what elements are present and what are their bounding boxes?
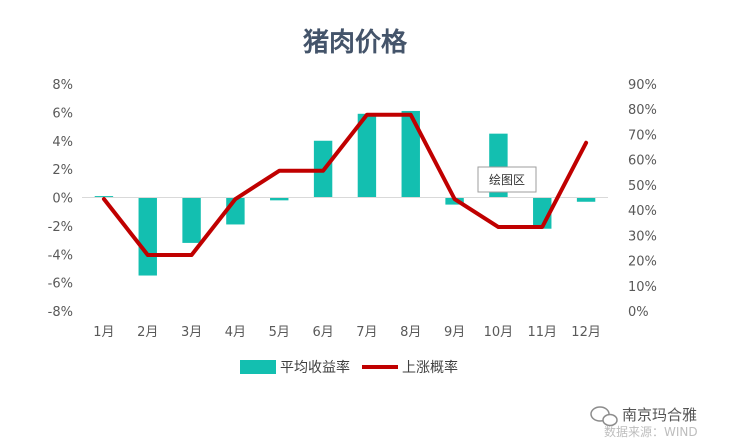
series-line bbox=[101, 112, 589, 258]
bar-series bbox=[94, 110, 596, 276]
tooltip-box bbox=[477, 166, 537, 193]
bar bbox=[182, 197, 201, 243]
left-tick-label: -6% bbox=[48, 277, 73, 292]
line-series bbox=[101, 112, 589, 258]
x-axis: 1月 2月 3月 4月 5月 6月 7月 8月 9月 10月 11月 12月 bbox=[93, 325, 601, 340]
right-tick-label: 80% bbox=[628, 103, 657, 118]
right-tick-label: 10% bbox=[628, 280, 657, 295]
left-tick-label: 8% bbox=[52, 78, 73, 93]
legend-swatch-bar bbox=[240, 360, 276, 374]
left-tick-label: -2% bbox=[48, 220, 73, 235]
legend: 平均收益率 上涨概率 bbox=[240, 359, 458, 376]
right-axis: 0% 10% 20% 30% 40% 50% 60% 70% 80% 90% bbox=[628, 78, 657, 320]
x-tick-label: 6月 bbox=[312, 325, 333, 340]
right-tick-label: 30% bbox=[628, 229, 657, 244]
left-tick-label: 0% bbox=[52, 192, 73, 207]
right-tick-label: 20% bbox=[628, 255, 657, 270]
left-tick-label: -4% bbox=[48, 248, 73, 263]
legend-label-line: 上涨概率 bbox=[402, 359, 458, 376]
right-tick-label: 90% bbox=[628, 78, 657, 93]
bar bbox=[138, 197, 157, 276]
x-tick-label: 5月 bbox=[269, 325, 290, 340]
right-tick-label: 60% bbox=[628, 154, 657, 169]
x-tick-label: 1月 bbox=[93, 325, 114, 340]
x-tick-label: 9月 bbox=[444, 325, 465, 340]
left-tick-label: -8% bbox=[48, 305, 73, 320]
x-tick-label: 3月 bbox=[181, 325, 202, 340]
bar bbox=[94, 196, 114, 198]
right-tick-label: 50% bbox=[628, 179, 657, 194]
x-tick-label: 7月 bbox=[356, 325, 377, 340]
x-tick-label: 12月 bbox=[571, 325, 601, 340]
x-tick-label: 8月 bbox=[400, 325, 421, 340]
bar bbox=[401, 110, 420, 198]
bar bbox=[576, 197, 596, 202]
left-tick-label: 4% bbox=[52, 135, 73, 150]
watermark-brand: 南京玛合雅 bbox=[622, 406, 697, 424]
x-tick-label: 4月 bbox=[225, 325, 246, 340]
right-tick-label: 70% bbox=[628, 128, 657, 143]
left-tick-label: 2% bbox=[52, 163, 73, 178]
left-tick-label: 6% bbox=[52, 106, 73, 121]
legend-label-bar: 平均收益率 bbox=[280, 359, 350, 376]
wechat-icon bbox=[590, 406, 618, 427]
plot-area-tooltip: 绘图区 bbox=[477, 166, 537, 193]
data-source: 数据来源：WIND bbox=[604, 424, 698, 439]
left-axis: -8% -6% -4% -2% 0% 2% 4% 6% 8% bbox=[48, 78, 73, 320]
x-tick-label: 11月 bbox=[527, 325, 557, 340]
x-tick-label: 10月 bbox=[484, 325, 514, 340]
x-tick-label: 2月 bbox=[137, 325, 158, 340]
chart-title: 猪肉价格 bbox=[303, 27, 408, 58]
tooltip-text: 绘图区 bbox=[489, 172, 525, 187]
right-tick-label: 0% bbox=[628, 305, 649, 320]
watermark: 南京玛合雅 数据来源：WIND bbox=[590, 406, 698, 439]
bar bbox=[270, 197, 289, 201]
right-tick-label: 40% bbox=[628, 204, 657, 219]
bar bbox=[357, 113, 377, 198]
